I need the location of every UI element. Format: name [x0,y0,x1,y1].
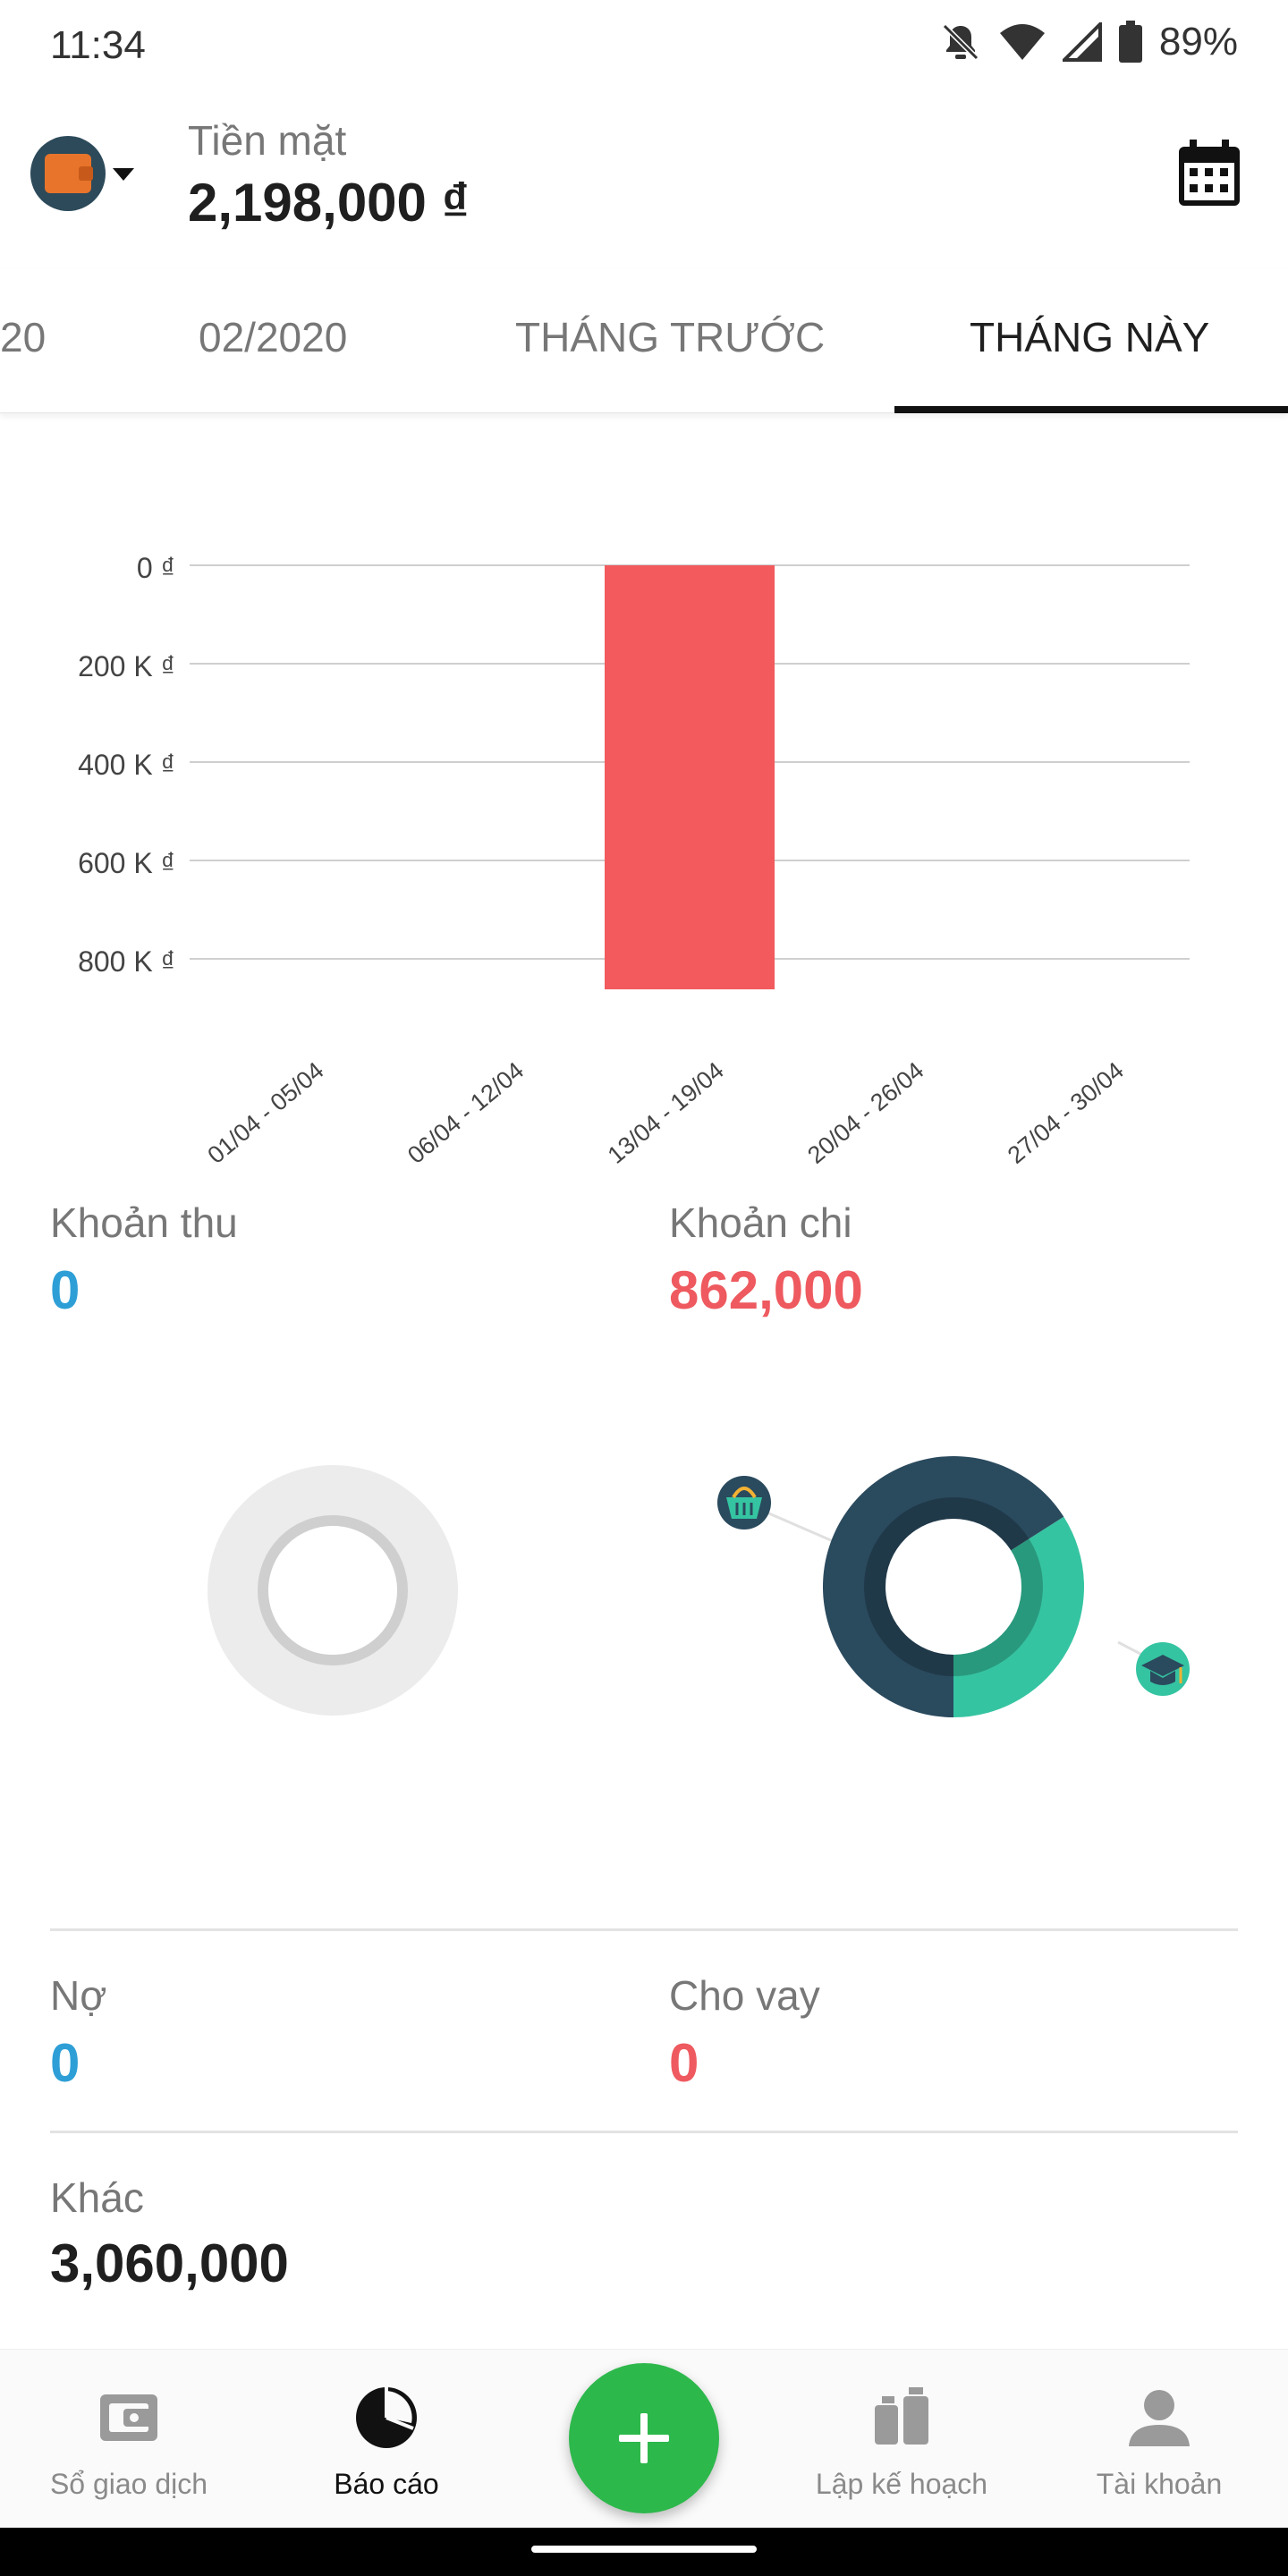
nav-label: Lập kế hoạch [815,2468,988,2500]
loan-value: 0 [669,2033,699,2093]
status-icons: 89% [939,20,1238,64]
caret-down-icon[interactable] [113,168,134,181]
income-label: Khoản thu [50,1199,238,1246]
wifi-icon [999,24,1045,60]
debt-value: 0 [50,2033,80,2093]
nav-account[interactable]: Tài khoản [1030,2350,1288,2529]
wallet-icon [100,2394,157,2441]
tab-february-2020[interactable]: 02/2020 [199,314,348,360]
nav-label: Sổ giao dịch [49,2468,208,2500]
debt-label: Nợ [50,1972,107,2019]
bar-chart-svg: 0 ₫ 200 K ₫ 400 K ₫ 600 K ₫ 800 K ₫ 01/04 - 0… [78,552,1190,1169]
section-divider [50,1928,1238,1931]
y-tick-label: 0 ₫ [137,552,175,584]
expense-label: Khoản chi [669,1199,852,1246]
expense-value: 862,000 [669,1260,863,1320]
y-tick-label: 400 K ₫ [78,749,175,781]
system-navigation-bar [0,2528,1288,2576]
x-tick-label: 13/04 - 19/04 [603,1057,729,1169]
graduation-cap-icon[interactable] [1136,1642,1190,1696]
other-label: Khác [50,2174,144,2221]
x-tick-label: 06/04 - 12/04 [402,1057,529,1169]
income-donut-chart[interactable] [208,1465,458,1716]
calendar-icon[interactable] [1177,140,1241,208]
person-icon [1129,2390,1190,2446]
status-bar: 11:34 89% [0,0,1288,89]
tab-previous-period[interactable]: 20 [0,314,47,360]
nav-transactions[interactable]: Sổ giao dịch [0,2350,258,2529]
wallet-name: Tiền mặt [188,117,347,164]
pie-chart-icon [356,2387,417,2448]
weekly-expense-chart: 0 ₫ 200 K ₫ 400 K ₫ 600 K ₫ 800 K ₫ 01/04 - 0… [0,420,1288,1190]
nav-planning[interactable]: Lập kế hoạch [773,2350,1030,2529]
battery-percentage: 89% [1158,20,1238,64]
expense-donut-chart[interactable] [698,1440,1216,1744]
battery-icon [1118,21,1142,63]
nav-reports[interactable]: Báo cáo [258,2350,515,2529]
tab-this-month[interactable]: THÁNG NÀY [970,314,1210,360]
tab-last-month[interactable]: THÁNG TRƯỚC [515,314,826,360]
nav-label: Tài khoản [1096,2468,1223,2500]
status-time: 11:34 [50,23,146,67]
planning-icon [875,2387,928,2445]
x-tick-label: 20/04 - 26/04 [802,1057,928,1169]
wallet-selector[interactable] [30,136,106,211]
shopping-basket-icon[interactable] [717,1476,771,1530]
other-value: 3,060,000 [50,2233,289,2293]
cellular-signal-icon [1062,22,1102,62]
y-tick-label: 800 K ₫ [78,945,175,978]
active-tab-indicator [894,406,1288,413]
nav-label: Báo cáo [334,2468,439,2500]
period-tabs: 20 02/2020 THÁNG TRƯỚC THÁNG NÀY [0,268,1288,413]
y-tick-label: 200 K ₫ [78,650,175,682]
home-gesture-handle[interactable] [531,2546,757,2553]
y-tick-label: 600 K ₫ [78,847,175,879]
notifications-off-icon [942,23,979,61]
section-divider [50,2131,1238,2133]
income-value: 0 [50,1260,80,1320]
plus-icon [640,2413,648,2463]
wallet-icon [45,154,93,193]
loan-label: Cho vay [669,1972,820,2019]
x-tick-label: 27/04 - 30/04 [1003,1057,1129,1169]
add-transaction-button[interactable] [569,2363,719,2513]
chart-bar[interactable] [605,565,775,990]
app-header: Tiền mặt 2,198,000 ₫ [0,89,1288,268]
wallet-balance: 2,198,000 ₫ [188,173,470,233]
x-tick-label: 01/04 - 05/04 [202,1057,328,1169]
